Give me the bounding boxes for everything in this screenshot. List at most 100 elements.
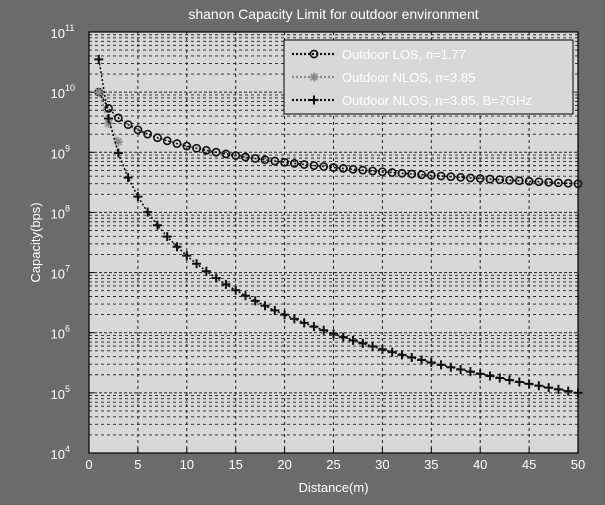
data-point [377, 344, 387, 354]
data-point [104, 118, 114, 128]
data-point [544, 177, 554, 187]
y-tick-label-exponent: 7 [65, 264, 70, 274]
legend-label: Outdoor NLOS, n=3.85, B=7GHz [342, 93, 532, 108]
data-point [280, 310, 290, 320]
data-point [358, 338, 368, 348]
legend-marker [309, 72, 319, 82]
data-point [495, 175, 505, 185]
data-point [104, 103, 113, 113]
legend-label: Outdoor LOS, n=1.77 [342, 47, 466, 62]
data-point [446, 362, 456, 372]
legend-marker [309, 49, 319, 59]
data-point [192, 143, 201, 153]
legend-entry: Outdoor NLOS, n=3.85, B=7GHz [292, 93, 532, 108]
data-point [397, 350, 407, 360]
data-point [182, 141, 192, 151]
y-tick-label: 10 [51, 206, 65, 221]
y-tick-label: 10 [51, 86, 65, 101]
data-point [289, 159, 299, 168]
data-point [563, 386, 573, 396]
x-tick-label: 25 [326, 457, 340, 472]
data-point [417, 355, 427, 365]
x-tick-label: 40 [473, 457, 487, 472]
x-tick-label: 20 [277, 457, 291, 472]
grid [88, 31, 579, 454]
data-point [534, 381, 544, 391]
legend-label: Outdoor NLOS, n=3.85 [342, 70, 475, 85]
series-3 [94, 54, 583, 398]
x-tick-label: 30 [375, 457, 389, 472]
data-point [368, 341, 378, 351]
y-tick-label: 10 [51, 447, 65, 462]
data-point [319, 325, 329, 335]
data-point [133, 192, 143, 202]
series-line [98, 59, 579, 394]
data-point [162, 136, 172, 146]
data-point [573, 388, 583, 398]
data-point [475, 174, 485, 183]
y-tick-label-exponent: 8 [65, 203, 70, 213]
x-tick-label: 50 [571, 457, 585, 472]
data-point [475, 369, 485, 379]
data-point [309, 322, 319, 332]
data-point [270, 305, 280, 315]
y-tick-label: 10 [51, 327, 65, 342]
x-tick-label: 10 [180, 457, 194, 472]
data-point [563, 178, 573, 188]
data-point [221, 279, 231, 289]
data-point [338, 332, 348, 342]
data-point [426, 357, 436, 367]
y-tick-label-exponent: 9 [65, 143, 70, 153]
data-point [201, 266, 211, 276]
y-axis-label: Capacity(bps) [28, 202, 43, 282]
data-point [436, 171, 446, 181]
data-point [241, 152, 250, 162]
y-tick-label: 10 [51, 387, 65, 402]
data-point [280, 157, 289, 167]
y-tick-label: 10 [51, 267, 65, 282]
data-point [524, 176, 534, 186]
data-point [172, 139, 182, 148]
y-tick-label-exponent: 11 [65, 23, 74, 33]
data-point [240, 291, 250, 301]
x-tick-label: 5 [134, 457, 141, 472]
data-point [446, 172, 456, 182]
data-point [162, 232, 172, 242]
x-axis-label: Distance(m) [298, 480, 368, 495]
data-point [368, 166, 378, 176]
data-point [348, 335, 358, 345]
y-tick-label-exponent: 10 [65, 83, 75, 93]
legend-marker [309, 95, 319, 105]
data-point [260, 155, 270, 165]
data-point [466, 173, 475, 183]
x-tick-label: 35 [424, 457, 438, 472]
data-point [260, 301, 270, 311]
data-point [231, 285, 241, 295]
data-point [426, 170, 436, 180]
legend: Outdoor LOS, n=1.77 Outdoor NLOS, n=3.85 O… [283, 39, 574, 115]
data-point [182, 251, 192, 261]
data-point [465, 367, 475, 377]
data-point [553, 384, 563, 394]
data-point [329, 163, 338, 172]
data-point [211, 273, 221, 283]
data-point [94, 87, 104, 97]
data-point [407, 352, 417, 362]
data-point [289, 314, 299, 324]
data-point [299, 318, 309, 328]
y-tick-label-exponent: 6 [65, 324, 70, 334]
data-point [319, 162, 329, 171]
data-point [397, 168, 407, 178]
legend-entry: Outdoor LOS, n=1.77 [292, 47, 466, 62]
y-tick-label: 10 [51, 26, 65, 41]
data-point [123, 173, 133, 183]
data-point [495, 373, 505, 383]
data-point [231, 151, 241, 160]
x-tick-label: 45 [522, 457, 536, 472]
chart-title: shanon Capacity Limit for outdoor enviro… [188, 6, 478, 22]
data-point [113, 113, 123, 123]
data-point [143, 129, 153, 139]
data-point [329, 329, 338, 339]
data-point [348, 164, 358, 174]
